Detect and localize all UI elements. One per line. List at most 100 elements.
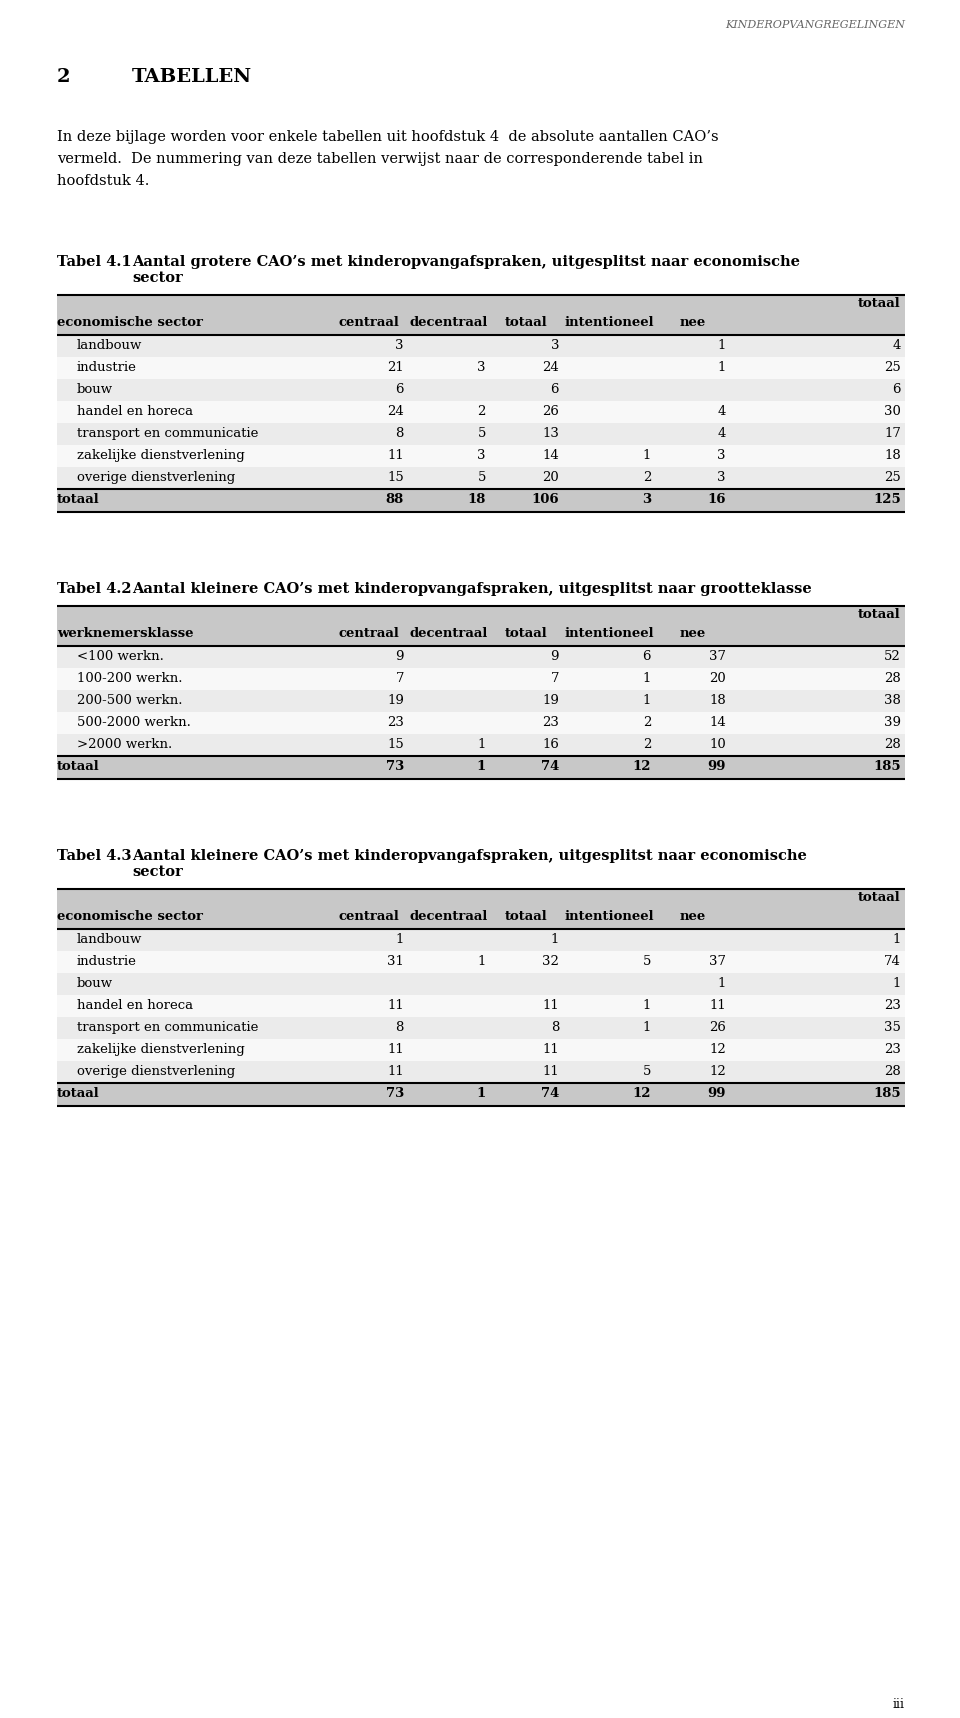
Text: nee: nee [680, 911, 706, 923]
Text: industrie: industrie [77, 955, 137, 967]
Text: 16: 16 [542, 739, 559, 751]
Text: 3: 3 [396, 338, 404, 352]
Bar [57, 888, 905, 929]
Bar [57, 357, 905, 380]
Text: werknemersklasse: werknemersklasse [57, 627, 194, 641]
Text: 39: 39 [884, 716, 901, 728]
Text: 1: 1 [396, 933, 404, 947]
Text: 2: 2 [642, 716, 651, 728]
Text: 19: 19 [387, 694, 404, 708]
Text: 1: 1 [477, 759, 486, 773]
Text: 17: 17 [884, 428, 901, 440]
Text: 37: 37 [709, 649, 726, 663]
Text: economische sector: economische sector [57, 316, 203, 330]
Text: 25: 25 [884, 471, 901, 484]
Bar [57, 1062, 905, 1082]
Text: 12: 12 [709, 1043, 726, 1057]
Text: decentraal: decentraal [410, 911, 489, 923]
Text: totaal: totaal [858, 297, 901, 309]
Text: centraal: centraal [339, 627, 399, 641]
Text: 6: 6 [893, 383, 901, 397]
Text: 8: 8 [551, 1020, 559, 1034]
Text: vermeld.  De nummering van deze tabellen verwijst naar de corresponderende tabel: vermeld. De nummering van deze tabellen … [57, 151, 703, 167]
Text: 14: 14 [709, 716, 726, 728]
Text: 2: 2 [57, 69, 70, 86]
Bar [57, 756, 905, 778]
Text: 37: 37 [709, 955, 726, 967]
Text: totaal: totaal [858, 892, 901, 904]
Text: 125: 125 [874, 493, 901, 507]
Text: totaal: totaal [505, 316, 548, 330]
Text: 185: 185 [874, 759, 901, 773]
Text: 32: 32 [542, 955, 559, 967]
Text: totaal: totaal [57, 759, 100, 773]
Text: 26: 26 [709, 1020, 726, 1034]
Text: intentioneel: intentioneel [564, 316, 654, 330]
Text: 6: 6 [550, 383, 559, 397]
Text: 1: 1 [718, 978, 726, 990]
Text: 19: 19 [542, 694, 559, 708]
Text: 14: 14 [542, 448, 559, 462]
Text: 3: 3 [717, 471, 726, 484]
Text: 16: 16 [708, 493, 726, 507]
Text: totaal: totaal [505, 911, 548, 923]
Text: 200-500 werkn.: 200-500 werkn. [77, 694, 182, 708]
Text: 3: 3 [642, 493, 651, 507]
Text: 9: 9 [396, 649, 404, 663]
Text: bouw: bouw [77, 383, 113, 397]
Text: 500-2000 werkn.: 500-2000 werkn. [77, 716, 191, 728]
Text: 4: 4 [718, 405, 726, 417]
Bar [57, 668, 905, 691]
Text: nee: nee [680, 627, 706, 641]
Text: centraal: centraal [339, 911, 399, 923]
Text: hoofdstuk 4.: hoofdstuk 4. [57, 174, 150, 187]
Text: 12: 12 [633, 759, 651, 773]
Text: 5: 5 [642, 1065, 651, 1077]
Text: 15: 15 [387, 739, 404, 751]
Bar [57, 335, 905, 357]
Bar [57, 400, 905, 423]
Bar [57, 734, 905, 756]
Text: 2: 2 [642, 471, 651, 484]
Text: overige dienstverlening: overige dienstverlening [77, 471, 235, 484]
Text: 1: 1 [893, 933, 901, 947]
Text: 23: 23 [884, 998, 901, 1012]
Text: 73: 73 [386, 759, 404, 773]
Text: Tabel 4.1: Tabel 4.1 [57, 254, 132, 270]
Text: bouw: bouw [77, 978, 113, 990]
Text: 1: 1 [718, 338, 726, 352]
Text: totaal: totaal [57, 1087, 100, 1100]
Text: 3: 3 [550, 338, 559, 352]
Text: 11: 11 [387, 448, 404, 462]
Text: Aantal kleinere CAO’s met kinderopvangafspraken, uitgesplitst naar grootteklasse: Aantal kleinere CAO’s met kinderopvangaf… [132, 582, 812, 596]
Bar [57, 295, 905, 335]
Text: nee: nee [680, 316, 706, 330]
Text: 88: 88 [386, 493, 404, 507]
Text: 8: 8 [396, 1020, 404, 1034]
Text: 11: 11 [542, 1043, 559, 1057]
Text: 5: 5 [478, 428, 486, 440]
Text: 38: 38 [884, 694, 901, 708]
Text: 5: 5 [478, 471, 486, 484]
Text: In deze bijlage worden voor enkele tabellen uit hoofdstuk 4  de absolute aantall: In deze bijlage worden voor enkele tabel… [57, 131, 719, 144]
Text: >2000 werkn.: >2000 werkn. [77, 739, 172, 751]
Text: 1: 1 [642, 998, 651, 1012]
Text: 185: 185 [874, 1087, 901, 1100]
Text: 3: 3 [717, 448, 726, 462]
Text: landbouw: landbouw [77, 933, 142, 947]
Text: 74: 74 [540, 1087, 559, 1100]
Text: Aantal kleinere CAO’s met kinderopvangafspraken, uitgesplitst naar economische: Aantal kleinere CAO’s met kinderopvangaf… [132, 849, 806, 862]
Bar [57, 691, 905, 711]
Text: 15: 15 [387, 471, 404, 484]
Text: 4: 4 [718, 428, 726, 440]
Text: 13: 13 [542, 428, 559, 440]
Text: sector: sector [132, 864, 182, 880]
Text: 31: 31 [387, 955, 404, 967]
Text: 35: 35 [884, 1020, 901, 1034]
Text: intentioneel: intentioneel [564, 627, 654, 641]
Bar [57, 490, 905, 512]
Text: 23: 23 [542, 716, 559, 728]
Text: 3: 3 [477, 448, 486, 462]
Text: handel en horeca: handel en horeca [77, 405, 193, 417]
Text: handel en horeca: handel en horeca [77, 998, 193, 1012]
